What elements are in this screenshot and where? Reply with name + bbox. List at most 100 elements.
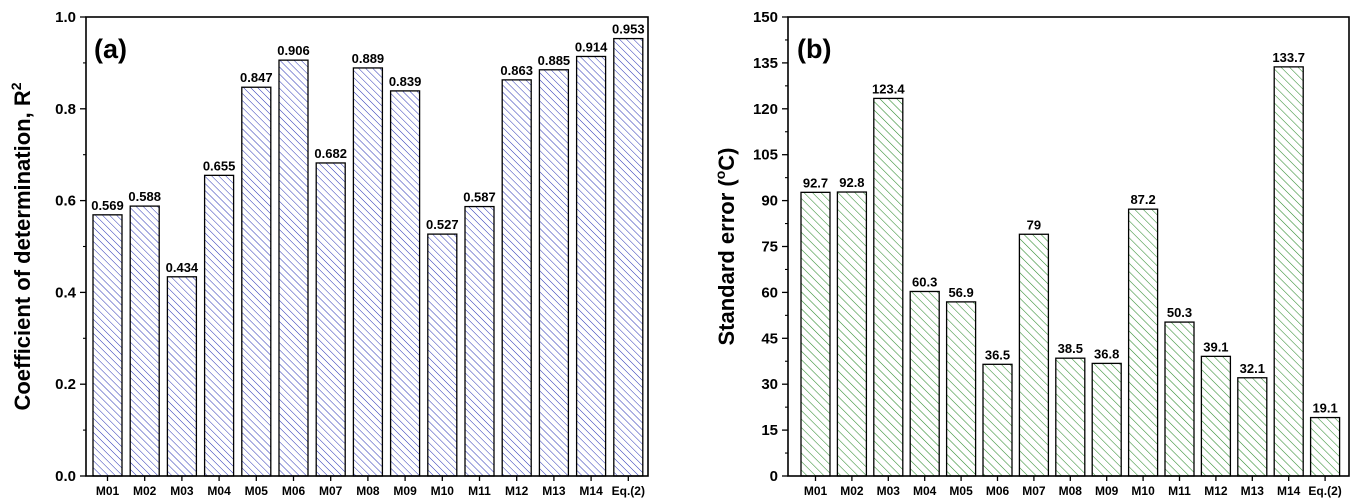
data-label: 0.839 — [389, 74, 422, 89]
data-label: 0.953 — [612, 22, 645, 37]
data-label: 36.5 — [985, 347, 1010, 362]
y-axis-label: Coefficient of determination, R2 — [8, 82, 35, 410]
x-tick-label: Eq.(2) — [612, 484, 645, 498]
bar-m03 — [166, 276, 198, 477]
bar-m09 — [389, 90, 421, 477]
x-tick-label: M14 — [1277, 484, 1301, 498]
data-label: 0.847 — [240, 70, 273, 85]
data-label: 38.5 — [1058, 341, 1083, 356]
x-tick-label: M12 — [1204, 484, 1228, 498]
bar-m08 — [1055, 357, 1086, 477]
y-tick-label: 90 — [761, 193, 778, 210]
data-label: 0.889 — [352, 51, 385, 66]
y-tick-label: 0.6 — [55, 193, 76, 210]
x-tick-label: M02 — [133, 484, 157, 498]
bar-m07 — [1018, 233, 1050, 477]
y-tick-label: 0.4 — [55, 284, 77, 301]
bar-m05 — [945, 301, 977, 477]
x-tick-label: Eq.(2) — [1308, 484, 1341, 498]
bar-eq2 — [1309, 416, 1341, 477]
bar-m07 — [315, 162, 346, 477]
data-label: 32.1 — [1240, 361, 1265, 376]
x-tick-label: M03 — [170, 484, 194, 498]
x-tick-label: M02 — [840, 484, 864, 498]
data-label: 92.8 — [839, 175, 864, 190]
x-tick-label: M05 — [949, 484, 973, 498]
bar-m09 — [1091, 362, 1122, 477]
data-label: 79 — [1027, 217, 1041, 232]
x-tick-label: M13 — [542, 484, 566, 498]
data-label: 87.2 — [1130, 192, 1155, 207]
x-tick-label: M08 — [1059, 484, 1083, 498]
bar-m13 — [1237, 377, 1268, 477]
x-tick-label: M01 — [96, 484, 120, 498]
bar-m01 — [92, 214, 123, 477]
bar-m10 — [427, 233, 458, 477]
x-tick-label: M11 — [468, 484, 491, 498]
data-label: 0.527 — [426, 217, 459, 232]
y-tick-label: 0 — [770, 468, 778, 485]
bar-m04 — [203, 174, 235, 477]
data-label: 0.588 — [128, 189, 161, 204]
x-tick-label: M10 — [1131, 484, 1155, 498]
bar-m04 — [909, 290, 940, 477]
x-tick-label: M07 — [1022, 484, 1046, 498]
y-tick-label: 120 — [753, 101, 778, 118]
y-tick-label: 1.0 — [55, 9, 76, 26]
x-tick-label: M11 — [1168, 484, 1191, 498]
bar-eq2 — [613, 37, 644, 477]
y-tick-label: 0.8 — [55, 101, 76, 118]
x-tick-label: M12 — [505, 484, 529, 498]
bar-m12 — [1200, 355, 1232, 477]
x-tick-label: M09 — [393, 484, 417, 498]
y-tick-label: 15 — [761, 422, 778, 439]
y-tick-label: 60 — [761, 284, 778, 301]
bar-m13 — [538, 69, 570, 477]
data-label: 0.655 — [203, 158, 236, 173]
x-tick-label: M09 — [1095, 484, 1119, 498]
data-label: 0.914 — [575, 39, 608, 54]
bar-m11 — [464, 205, 495, 477]
x-tick-label: M01 — [804, 484, 828, 498]
bar-m06 — [982, 363, 1013, 477]
panel-b: 92.7 M01 92.8 M02 123.4 M03 60.3 M04 56.9 M05 36.5… — [712, 9, 1350, 498]
x-tick-label: M08 — [356, 484, 380, 498]
data-label: 39.1 — [1203, 339, 1228, 354]
bar-m03 — [873, 97, 904, 477]
data-label: 0.906 — [277, 43, 310, 58]
panel-a: 0.569 M01 0.588 M02 0.434 M03 0.655 M04 0.847 M05… — [8, 9, 649, 498]
data-label: 0.569 — [91, 198, 124, 213]
y-tick-label: 105 — [753, 147, 778, 164]
x-tick-label: M07 — [319, 484, 343, 498]
x-tick-label: M14 — [579, 484, 603, 498]
x-tick-label: M03 — [877, 484, 901, 498]
bar-m12 — [501, 79, 532, 477]
data-label: 60.3 — [912, 274, 937, 289]
y-tick-label: 45 — [761, 330, 778, 347]
data-label: 123.4 — [872, 81, 905, 96]
data-label: 92.7 — [803, 175, 828, 190]
bar-m06 — [278, 59, 309, 477]
bar-m14 — [1273, 66, 1304, 477]
bar-m10 — [1127, 208, 1159, 477]
x-tick-label: M05 — [245, 484, 269, 498]
data-label: 0.434 — [166, 260, 199, 275]
bar-m05 — [241, 86, 272, 477]
x-tick-label: M04 — [913, 484, 937, 498]
x-tick-label: M13 — [1241, 484, 1265, 498]
data-label: 0.863 — [500, 63, 533, 78]
data-label: 56.9 — [948, 285, 973, 300]
x-tick-label: M06 — [282, 484, 306, 498]
bar-m01 — [800, 191, 831, 477]
data-label: 50.3 — [1167, 305, 1192, 320]
y-tick-label: 75 — [761, 239, 778, 256]
panel-label: (b) — [797, 34, 831, 64]
y-axis-label: Standard error (oC) — [712, 147, 739, 345]
data-label: 133.7 — [1272, 50, 1305, 65]
bar-m14 — [575, 55, 607, 477]
bar-m02 — [836, 191, 868, 477]
x-tick-label: M04 — [207, 484, 231, 498]
bar-m02 — [129, 205, 160, 477]
y-tick-label: 150 — [753, 9, 778, 26]
